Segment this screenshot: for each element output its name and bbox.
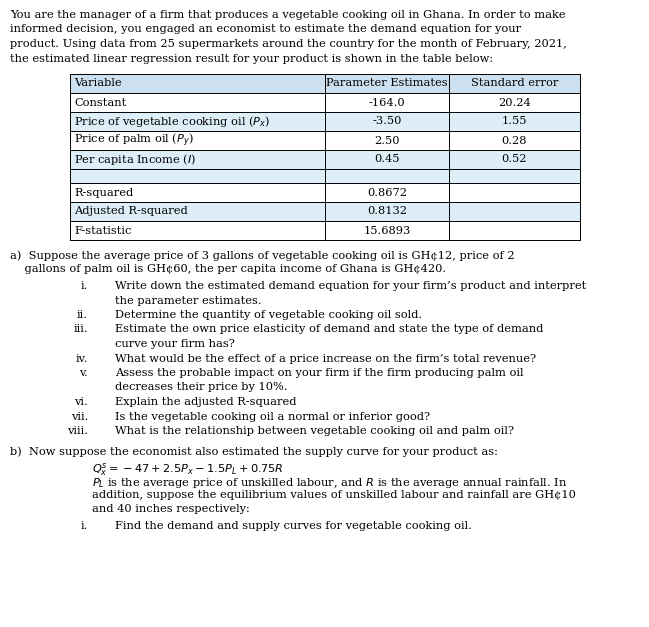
Text: ii.: ii.	[77, 310, 88, 320]
Text: iv.: iv.	[76, 354, 88, 364]
Text: gallons of palm oil is GH¢60, the per capita income of Ghana is GH¢420.: gallons of palm oil is GH¢60, the per ca…	[10, 265, 446, 275]
Text: Determine the quantity of vegetable cooking oil sold.: Determine the quantity of vegetable cook…	[115, 310, 422, 320]
Text: Is the vegetable cooking oil a normal or inferior good?: Is the vegetable cooking oil a normal or…	[115, 411, 430, 421]
Text: -3.50: -3.50	[373, 117, 402, 127]
Bar	[70, 221, 580, 240]
Text: the parameter estimates.: the parameter estimates.	[115, 295, 262, 305]
Text: $P_L$ is the average price of unskilled labour, and $R$ is the average annual ra: $P_L$ is the average price of unskilled …	[92, 475, 567, 490]
Text: b)  Now suppose the economist also estimated the supply curve for your product a: b) Now suppose the economist also estima…	[10, 446, 498, 457]
Text: R-squared: R-squared	[74, 187, 133, 198]
Text: Adjusted R-squared: Adjusted R-squared	[74, 206, 188, 216]
Text: You are the manager of a firm that produces a vegetable cooking oil in Ghana. In: You are the manager of a firm that produ…	[10, 10, 565, 20]
Text: viii.: viii.	[67, 426, 88, 436]
Text: Explain the adjusted R-squared: Explain the adjusted R-squared	[115, 397, 297, 407]
Text: Estimate the own price elasticity of demand and state the type of demand: Estimate the own price elasticity of dem…	[115, 325, 543, 334]
Text: 15.6893: 15.6893	[363, 226, 411, 236]
Text: v.: v.	[79, 368, 88, 378]
Text: addition, suppose the equilibrium values of unskilled labour and rainfall are GH: addition, suppose the equilibrium values…	[92, 490, 576, 500]
Text: Parameter Estimates: Parameter Estimates	[326, 78, 448, 88]
Text: Constant: Constant	[74, 98, 127, 107]
Text: vii.: vii.	[71, 411, 88, 421]
Text: 0.8672: 0.8672	[367, 187, 407, 198]
Bar	[70, 74, 580, 93]
Text: F-statistic: F-statistic	[74, 226, 131, 236]
Bar	[70, 112, 580, 131]
Text: i.: i.	[80, 281, 88, 291]
Bar	[70, 183, 580, 202]
Text: and 40 inches respectively:: and 40 inches respectively:	[92, 505, 250, 515]
Bar	[70, 202, 580, 221]
Text: -164.0: -164.0	[369, 98, 406, 107]
Bar	[70, 150, 580, 169]
Bar	[70, 169, 580, 183]
Text: vi.: vi.	[74, 397, 88, 407]
Bar	[70, 93, 580, 112]
Text: 0.45: 0.45	[374, 154, 400, 164]
Text: curve your firm has?: curve your firm has?	[115, 339, 235, 349]
Text: Per capita Income ($I$): Per capita Income ($I$)	[74, 152, 196, 167]
Text: 0.28: 0.28	[502, 135, 527, 145]
Bar	[70, 131, 580, 150]
Text: iii.: iii.	[73, 325, 88, 334]
Text: 0.8132: 0.8132	[367, 206, 407, 216]
Text: informed decision, you engaged an economist to estimate the demand equation for : informed decision, you engaged an econom…	[10, 24, 521, 34]
Text: 0.52: 0.52	[502, 154, 527, 164]
Text: the estimated linear regression result for your product is shown in the table be: the estimated linear regression result f…	[10, 53, 493, 63]
Text: a)  Suppose the average price of 3 gallons of vegetable cooking oil is GH¢12, pr: a) Suppose the average price of 3 gallon…	[10, 250, 515, 261]
Text: i.: i.	[80, 521, 88, 531]
Text: product. Using data from 25 supermarkets around the country for the month of Feb: product. Using data from 25 supermarkets…	[10, 39, 567, 49]
Text: What would be the effect of a price increase on the firm’s total revenue?: What would be the effect of a price incr…	[115, 354, 536, 364]
Text: What is the relationship between vegetable cooking oil and palm oil?: What is the relationship between vegetab…	[115, 426, 514, 436]
Text: Find the demand and supply curves for vegetable cooking oil.: Find the demand and supply curves for ve…	[115, 521, 472, 531]
Text: 2.50: 2.50	[374, 135, 400, 145]
Text: Standard error: Standard error	[471, 78, 558, 88]
Text: 1.55: 1.55	[502, 117, 527, 127]
Text: Write down the estimated demand equation for your firm’s product and interpret: Write down the estimated demand equation…	[115, 281, 586, 291]
Text: Price of vegetable cooking oil ($P_x$): Price of vegetable cooking oil ($P_x$)	[74, 114, 271, 129]
Text: decreases their price by 10%.: decreases their price by 10%.	[115, 382, 288, 393]
Text: Variable: Variable	[74, 78, 121, 88]
Text: Assess the probable impact on your firm if the firm producing palm oil: Assess the probable impact on your firm …	[115, 368, 524, 378]
Text: 20.24: 20.24	[498, 98, 531, 107]
Text: $Q_x^s = -47 + 2.5P_x - 1.5P_L + 0.75R$: $Q_x^s = -47 + 2.5P_x - 1.5P_L + 0.75R$	[92, 461, 283, 478]
Text: Price of palm oil ($P_y$): Price of palm oil ($P_y$)	[74, 132, 194, 149]
